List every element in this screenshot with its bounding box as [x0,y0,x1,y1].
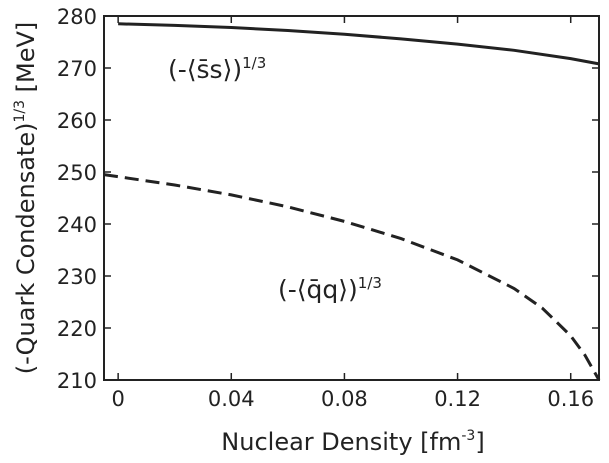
plot-frame [103,15,600,381]
series-label-qq-sup: 1/3 [358,274,382,292]
x-axis-title: Nuclear Density [fm-3] [221,428,484,456]
ticks-layer: 210 220 230 240 250 260 270 280 0 0.04 0.08 0.12 0.1… [57,5,599,411]
y-axis-title-main: (-Quark Condensate) [12,123,40,375]
x-axis-title-end: ] [475,428,484,456]
series-label-qq: (-⟨q̄q⟩)1/3 [278,274,382,304]
y-axis-title: (-Quark Condensate)1/3 [MeV] [12,22,40,375]
series-layer [103,22,601,381]
x-tick-label: 0.08 [321,387,368,411]
y-tick-label: 210 [57,369,97,393]
series-label-ss-sup: 1/3 [242,54,266,72]
series-line-ss [118,22,600,66]
y-tick-label: 280 [57,5,97,29]
y-axis-title-end: [MeV] [12,22,40,100]
series-label-ss: (-⟨s̄s⟩)1/3 [168,54,266,84]
y-tick-label: 270 [57,57,97,81]
x-tick-label: 0.04 [208,387,255,411]
y-tick-label: 240 [57,213,97,237]
x-axis-title-sup: -3 [461,428,475,444]
x-tick-label: 0 [111,387,124,411]
y-tick-label: 250 [57,161,97,185]
series-label-qq-main: (-⟨q̄q⟩) [278,275,358,304]
series-label-ss-main: (-⟨s̄s⟩) [168,55,242,84]
series-line-qq [103,173,601,381]
y-axis-title-sup: 1/3 [12,100,28,123]
y-tick-label: 220 [57,317,97,341]
x-tick-label: 0.12 [434,387,481,411]
y-tick-label: 230 [57,265,97,289]
y-tick-label: 260 [57,109,97,133]
x-tick-label: 0.16 [547,387,594,411]
x-axis-title-main: Nuclear Density [fm [221,428,461,456]
